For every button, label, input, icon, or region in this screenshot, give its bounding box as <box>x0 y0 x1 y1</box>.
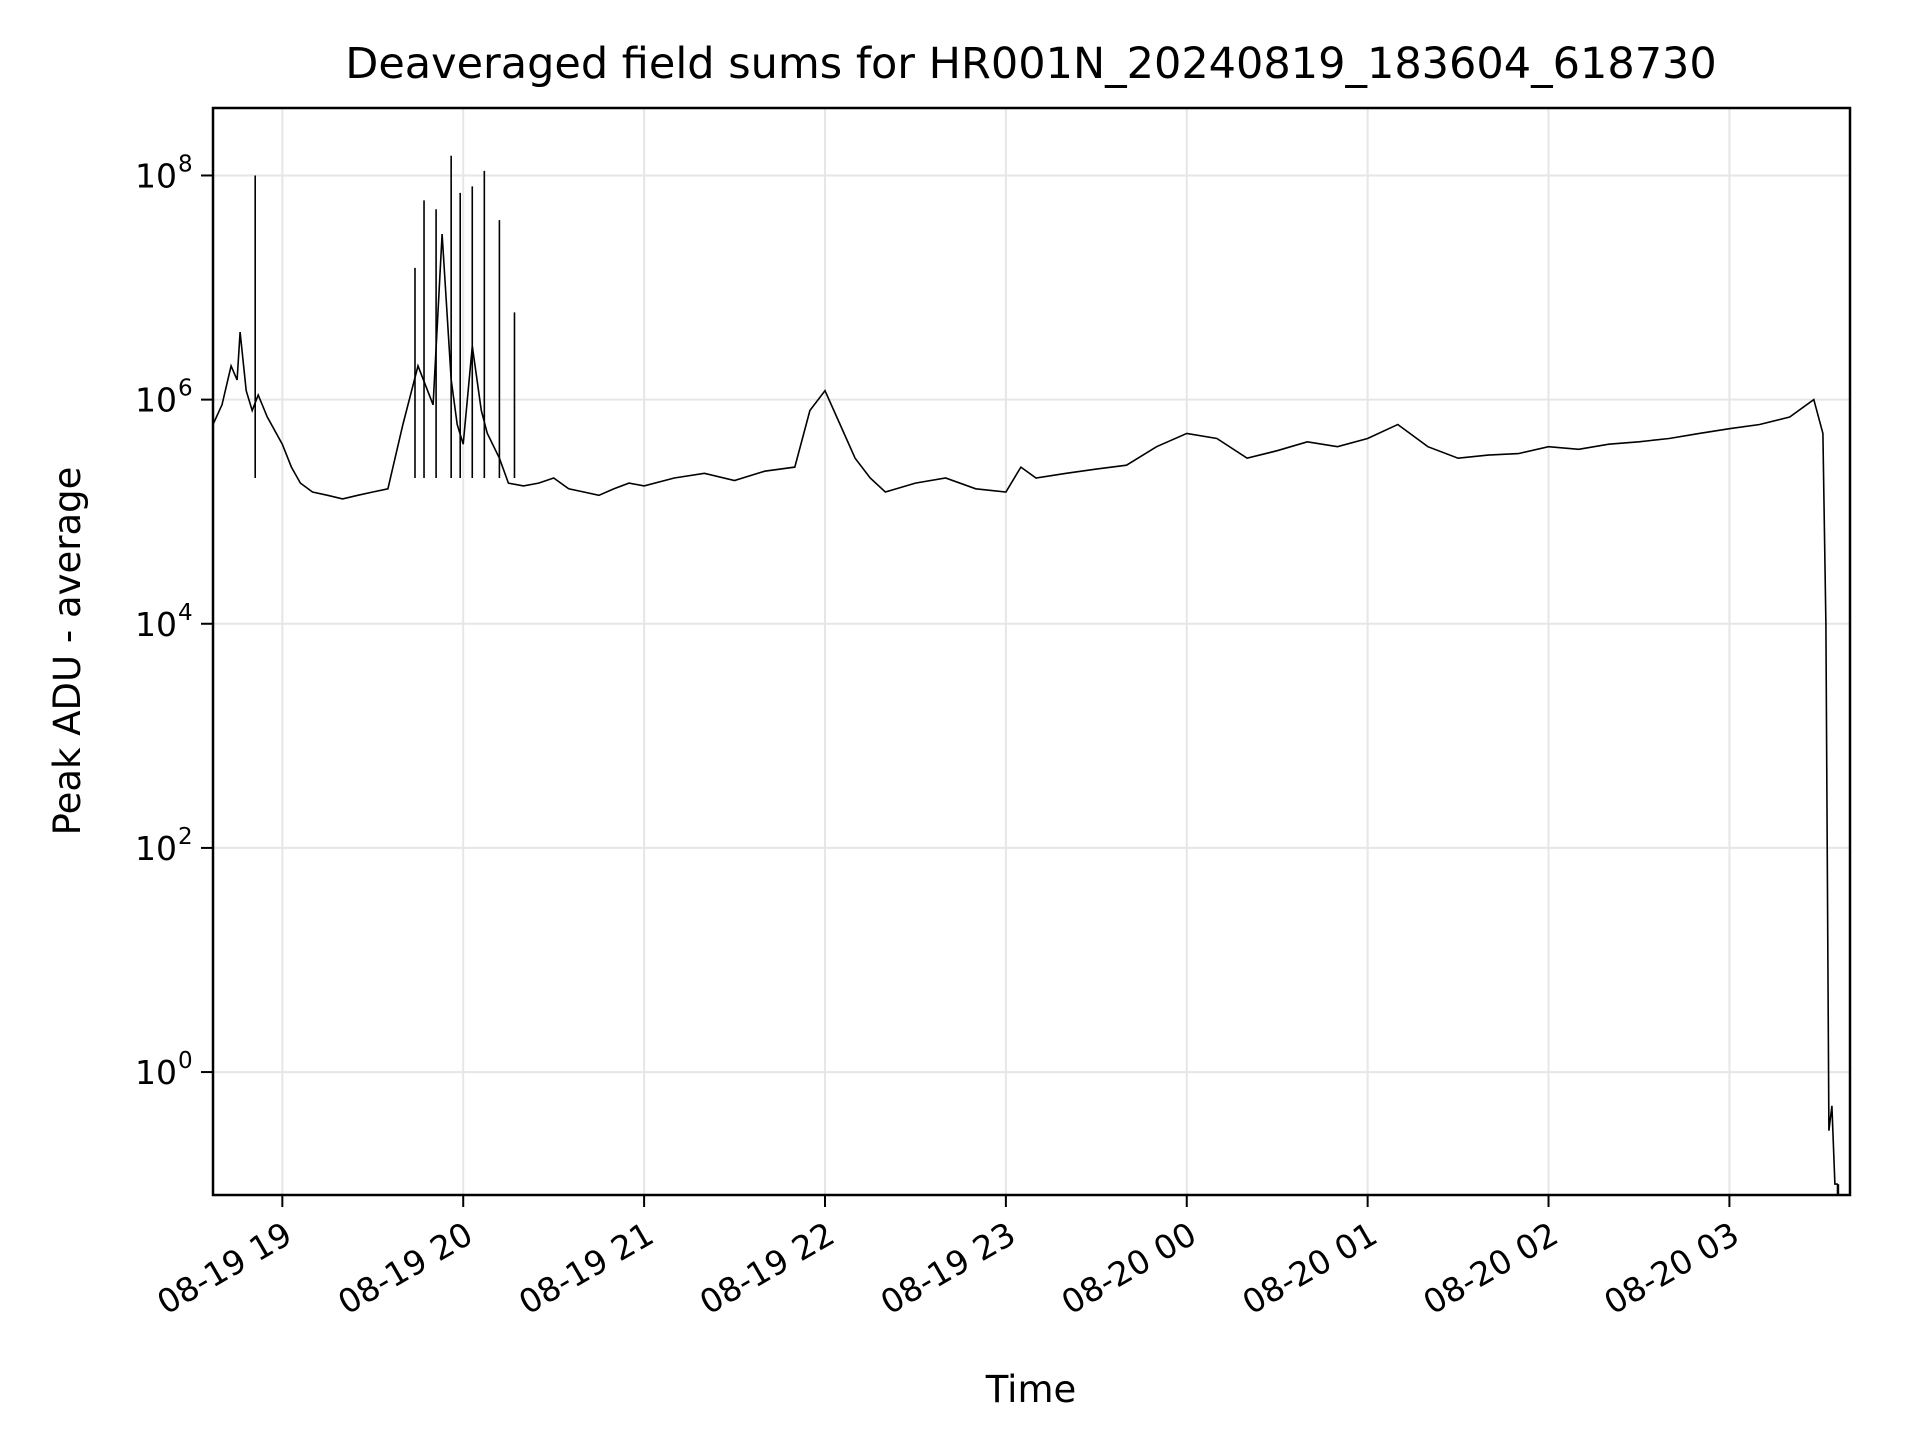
y-tick-base: 10 <box>135 1053 177 1092</box>
grid <box>213 108 1850 1195</box>
y-tick-base: 10 <box>135 381 177 420</box>
y-tick-base: 10 <box>135 829 177 868</box>
plot-frame <box>211 106 1852 1197</box>
y-tick-label: 10 6 <box>135 376 193 420</box>
series-line <box>212 234 1838 1185</box>
y-tick-exponent: 4 <box>178 600 193 626</box>
y-tick-exponent: 8 <box>178 151 193 177</box>
y-tick-label: 10 0 <box>135 1048 193 1092</box>
series-layer <box>212 155 1840 1195</box>
y-tick-label: 10 2 <box>135 824 193 868</box>
y-tick-base: 10 <box>135 605 177 644</box>
y-tick-base: 10 <box>135 156 177 195</box>
y-tick-exponent: 2 <box>178 824 193 850</box>
y-tick-exponent: 0 <box>178 1048 193 1074</box>
y-tick-label: 10 4 <box>135 600 193 644</box>
chart-title: Deaveraged field sums for HR001N_2024081… <box>345 39 1717 89</box>
y-tick-label: 10 8 <box>135 151 193 195</box>
x-axis-label: Time <box>985 1368 1077 1411</box>
y-tick-exponent: 6 <box>178 376 193 402</box>
y-axis-label: Peak ADU - average <box>46 467 89 836</box>
